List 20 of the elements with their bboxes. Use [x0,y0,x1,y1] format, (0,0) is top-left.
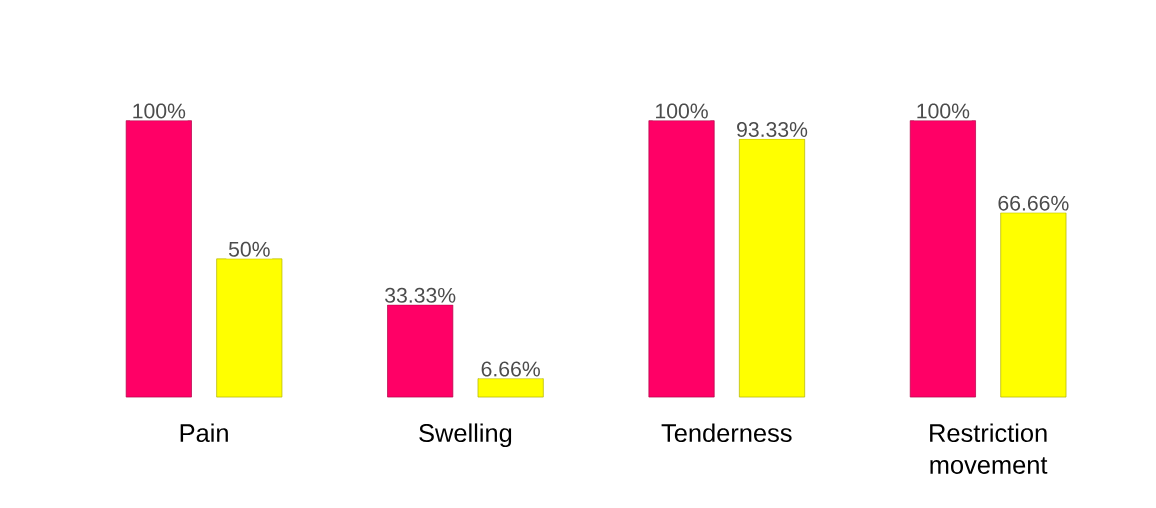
bar [216,258,283,398]
bar [1000,212,1067,398]
data-label: 66.66% [998,195,1069,211]
data-label: 100% [656,103,708,119]
bar [909,120,976,398]
x-tick-label: Swelling [419,423,512,448]
x-tick-label: Pain [180,423,228,443]
data-label: 6.66% [481,361,540,377]
x-tick-label: Tenderness [661,423,792,443]
data-label: 33.33% [385,288,456,303]
bar [648,120,715,398]
data-label: 100% [133,103,186,119]
bar [125,120,192,398]
data-label: 93.33% [737,122,808,138]
bar [387,304,454,398]
data-label: 100% [917,103,970,119]
data-label: 50% [228,241,270,257]
bar [477,378,544,398]
x-tick-label: Restriction movement [930,423,1048,475]
bar [738,138,806,398]
